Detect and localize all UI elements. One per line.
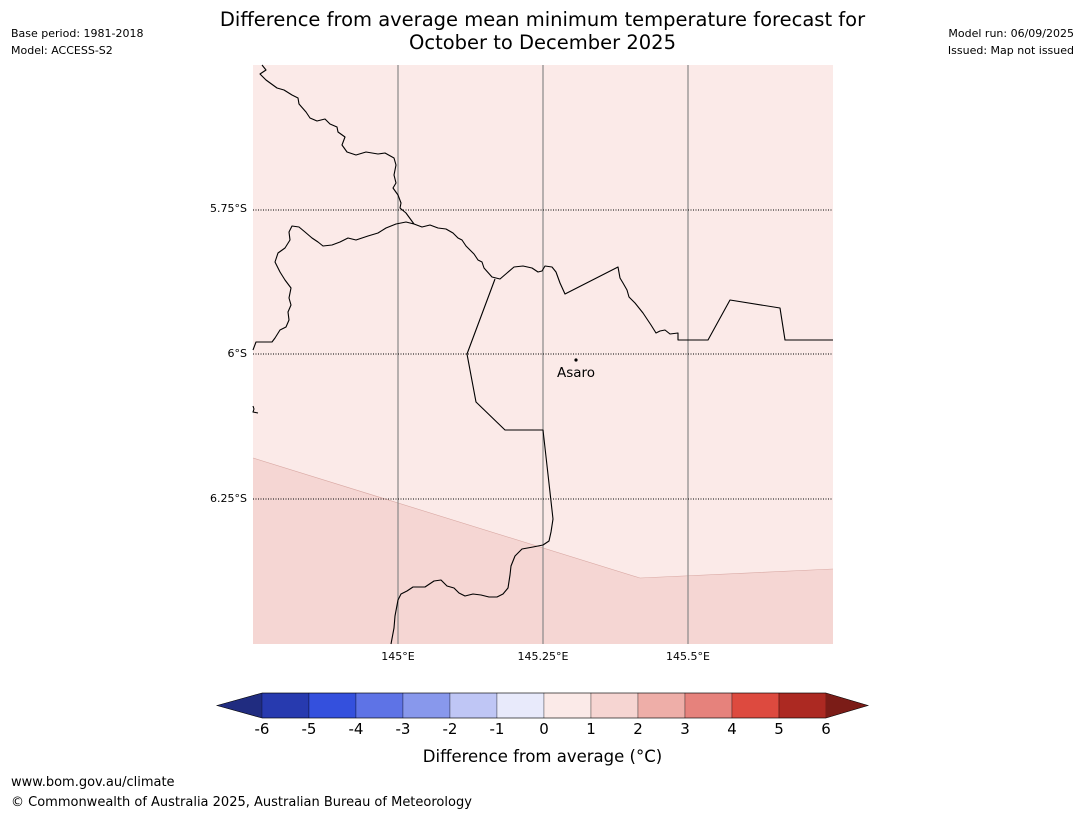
asaro-label: Asaro bbox=[557, 365, 596, 381]
colorbar-tick-label: -6 bbox=[254, 720, 270, 738]
colorbar-box bbox=[590, 692, 639, 719]
lon-label-145E: 145°E bbox=[381, 650, 415, 663]
lat-label-5.75S: 5.75°S bbox=[210, 202, 247, 215]
lat-label-6S: 6°S bbox=[227, 347, 247, 360]
colorbar-box bbox=[637, 692, 686, 719]
colorbar-tick-label: 0 bbox=[539, 720, 549, 738]
colorbar-tick-label: 1 bbox=[586, 720, 596, 738]
colorbar-box bbox=[308, 692, 357, 719]
base-period-text: Base period: 1981-2018 bbox=[11, 27, 144, 40]
footer-copyright: © Commonwealth of Australia 2025, Austra… bbox=[11, 795, 472, 810]
colorbar-arrow-low bbox=[217, 693, 262, 718]
colorbar-box bbox=[543, 692, 592, 719]
colorbar-box bbox=[261, 692, 310, 719]
colorbar-tick-label: 4 bbox=[727, 720, 737, 738]
colorbar-label: Difference from average (°C) bbox=[422, 747, 663, 766]
colorbar-box bbox=[355, 692, 404, 719]
asaro-marker bbox=[574, 358, 578, 362]
colorbar-tick-label: 2 bbox=[633, 720, 643, 738]
colorbar-box bbox=[402, 692, 451, 719]
colorbar-tick-label: 5 bbox=[774, 720, 784, 738]
footer-url: www.bom.gov.au/climate bbox=[11, 775, 175, 790]
colorbar-box bbox=[449, 692, 498, 719]
colorbar-tick-label: -1 bbox=[489, 720, 505, 738]
model-run-text: Model run: 06/09/2025 bbox=[948, 27, 1074, 40]
colorbar-box bbox=[731, 692, 780, 719]
lat-label-6.25S: 6.25°S bbox=[210, 492, 247, 505]
colorbar-tick-label: -5 bbox=[301, 720, 317, 738]
title-line-2: October to December 2025 bbox=[409, 31, 676, 54]
header-meta-left: Base period: 1981-2018 Model: ACCESS-S2 bbox=[11, 25, 143, 59]
colorbar-tick-label: -3 bbox=[395, 720, 411, 738]
colorbar-box bbox=[684, 692, 733, 719]
colorbar-arrow-high bbox=[826, 693, 868, 718]
boundary-west-fragment bbox=[252, 405, 259, 414]
lon-label-145.25E: 145.25°E bbox=[517, 650, 569, 663]
map-title: Difference from average mean minimum tem… bbox=[0, 8, 1085, 54]
colorbar-tick-label: 3 bbox=[680, 720, 690, 738]
boundary-south bbox=[390, 278, 554, 645]
boundary-central bbox=[413, 223, 833, 341]
issued-text: Issued: Map not issued bbox=[947, 44, 1074, 57]
colorbar-box bbox=[496, 692, 545, 719]
header-meta-right: Model run: 06/09/2025 Issued: Map not is… bbox=[948, 25, 1074, 59]
boundary-north bbox=[252, 64, 415, 351]
colorbar-box bbox=[778, 692, 827, 719]
title-line-1: Difference from average mean minimum tem… bbox=[219, 8, 866, 31]
zone-boundary bbox=[252, 457, 834, 579]
colorbar-tick-label: -4 bbox=[348, 720, 364, 738]
lon-label-145.5E: 145.5°E bbox=[666, 650, 710, 663]
colorbar-tick-label: 6 bbox=[821, 720, 831, 738]
colorbar-tick-label: -2 bbox=[442, 720, 458, 738]
colorbar-outline bbox=[215, 692, 870, 719]
model-text: Model: ACCESS-S2 bbox=[11, 44, 113, 57]
